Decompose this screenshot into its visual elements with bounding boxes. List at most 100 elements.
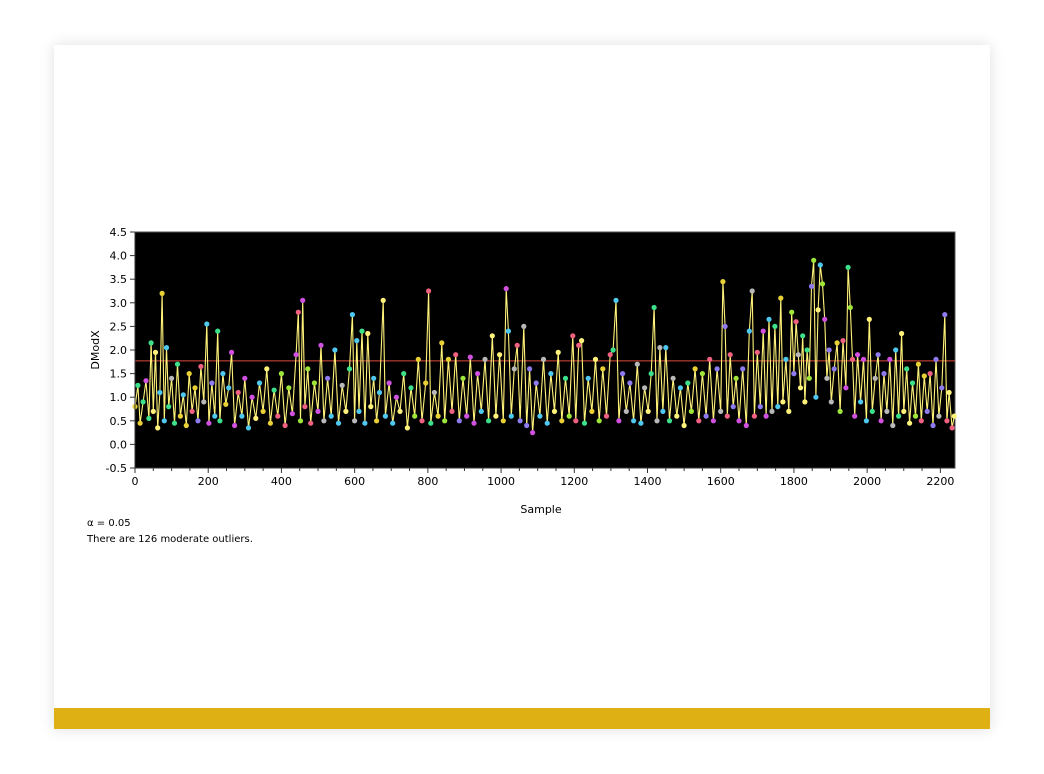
outlier-note: There are 126 moderate outliers.	[87, 534, 253, 545]
data-point	[368, 404, 374, 410]
data-point	[746, 328, 752, 334]
data-point	[478, 408, 484, 414]
data-point	[408, 385, 414, 391]
data-point	[382, 413, 388, 419]
data-point	[663, 345, 669, 351]
data-point	[757, 404, 763, 410]
data-point	[949, 425, 955, 431]
data-point	[592, 356, 599, 362]
data-point	[305, 366, 311, 372]
data-point	[674, 413, 680, 419]
data-point	[585, 375, 591, 381]
data-point	[845, 264, 851, 270]
data-point	[150, 408, 156, 414]
data-point	[349, 312, 355, 318]
data-point	[315, 408, 321, 414]
data-point	[875, 352, 881, 358]
data-point	[727, 352, 733, 358]
data-point	[736, 418, 742, 424]
data-point	[740, 366, 746, 372]
data-point	[486, 418, 492, 424]
x-tick-label: 0	[132, 475, 139, 488]
data-point	[733, 375, 739, 381]
x-tick-label: 2200	[926, 475, 954, 488]
data-point	[783, 356, 789, 362]
data-point	[143, 378, 149, 384]
data-point	[834, 340, 840, 346]
data-point	[339, 382, 345, 388]
y-tick-label: 4.0	[110, 250, 128, 263]
data-point	[229, 349, 235, 355]
data-point	[467, 354, 473, 360]
y-tick-label: -0.5	[106, 462, 127, 475]
data-point	[260, 408, 266, 414]
data-point	[815, 307, 821, 313]
data-point	[321, 418, 327, 424]
data-point	[548, 371, 554, 377]
y-tick-label: 3.5	[110, 273, 128, 286]
data-point	[924, 408, 930, 414]
data-point	[249, 394, 255, 400]
data-point	[631, 418, 637, 424]
data-point	[386, 380, 392, 386]
data-point	[603, 413, 610, 419]
data-point	[613, 297, 619, 303]
data-point	[808, 283, 815, 289]
data-point	[215, 328, 221, 334]
data-point	[714, 366, 720, 372]
data-point	[780, 399, 786, 405]
data-point	[442, 418, 448, 424]
data-point	[505, 328, 511, 334]
data-point	[517, 418, 523, 424]
data-point	[415, 356, 421, 362]
y-tick-label: 2.5	[110, 320, 128, 333]
data-point	[904, 366, 910, 372]
data-point	[804, 347, 810, 353]
data-point	[325, 375, 331, 381]
data-point	[944, 418, 950, 424]
data-point	[921, 373, 927, 379]
data-point	[293, 352, 299, 358]
data-point	[412, 413, 418, 419]
data-point	[600, 366, 606, 372]
data-point	[620, 371, 626, 377]
data-point	[912, 413, 919, 419]
data-point	[242, 375, 248, 381]
data-point	[318, 342, 324, 348]
data-point	[800, 333, 806, 339]
data-point	[743, 422, 749, 429]
data-point	[638, 420, 644, 426]
data-point	[453, 352, 459, 358]
data-point	[939, 385, 945, 391]
data-point	[890, 422, 896, 429]
data-point	[826, 347, 832, 353]
data-point	[460, 375, 466, 381]
data-point	[235, 389, 241, 396]
alpha-note: α = 0.05	[87, 518, 131, 529]
data-point	[356, 408, 362, 414]
data-point	[642, 385, 648, 391]
data-point	[772, 323, 778, 329]
data-point	[766, 316, 772, 322]
data-point	[657, 345, 663, 351]
data-point	[264, 366, 270, 372]
data-point	[335, 420, 342, 426]
data-point	[232, 422, 238, 429]
data-point	[239, 413, 245, 419]
data-point	[778, 295, 784, 301]
data-point	[431, 389, 437, 396]
data-point	[893, 347, 899, 353]
dmodx-chart: 0 200 400 600 800 1000 1200 1400 1600 1800 2000 220…	[89, 226, 957, 516]
data-point	[933, 356, 939, 362]
data-point	[813, 394, 819, 400]
data-point	[376, 389, 383, 396]
y-tick-label: 4.5	[110, 226, 128, 239]
data-point	[596, 418, 602, 424]
data-point	[607, 352, 613, 358]
data-point	[464, 413, 470, 419]
data-point	[660, 408, 666, 414]
x-tick-label: 1000	[487, 475, 515, 488]
data-point	[915, 361, 922, 367]
data-point	[670, 375, 676, 381]
data-point	[559, 418, 565, 424]
